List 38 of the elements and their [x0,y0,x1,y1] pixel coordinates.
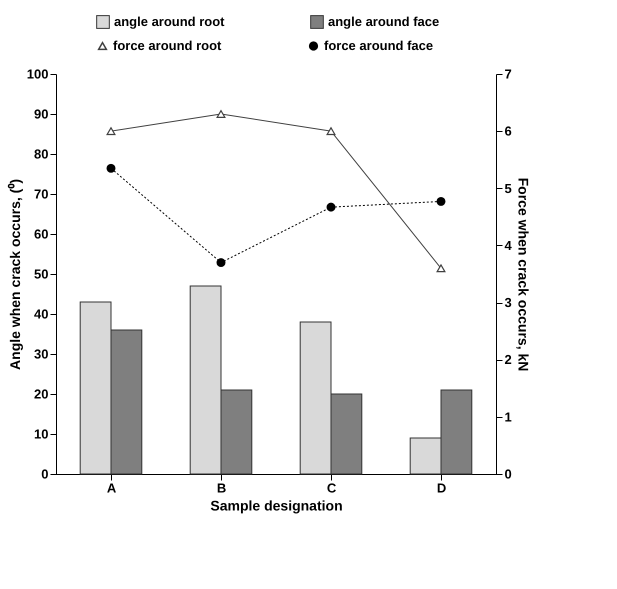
y-tick-label: 90 [34,106,48,122]
y-axis-title: Angle when crack occurs, (⁰) [6,179,23,370]
y2-tick-label: 4 [504,238,512,253]
y-tick-label: 20 [34,386,48,402]
y2-tick-label: 7 [504,66,512,82]
y-tick-label: 40 [34,306,48,322]
point [436,196,446,206]
y2-axis-title: Force when crack occurs, kN [516,178,532,372]
point [216,258,226,268]
legend-label: angle around face [328,14,440,29]
y-tick-label: 10 [34,426,48,442]
legend-label: force around face [324,38,434,53]
x-tick-label: A [106,480,117,496]
point [436,264,446,272]
x-axis-title: Sample designation [210,498,343,514]
y2-tick-label: 6 [504,124,512,139]
y2-tick-label: 3 [504,295,512,310]
x-tick-label: C [326,480,337,496]
x-tick-label: D [436,480,446,496]
y-tick-label: 100 [26,66,48,82]
point [106,164,116,173]
y-tick-label: 50 [34,266,48,282]
point [326,202,336,212]
y-tick-label: 0 [41,466,48,482]
y2-tick-label: 5 [504,180,512,196]
y2-tick-label: 2 [504,352,512,368]
y2-tick-label: 1 [504,409,512,424]
legend-label: force around root [113,38,222,53]
y2-tick-label: 0 [504,466,512,482]
y-tick-label: 60 [34,226,48,242]
legend-label: angle around root [114,14,226,29]
point [106,127,116,136]
point [326,127,336,136]
y-tick-label: 70 [34,186,48,202]
y-tick-label: 80 [34,146,48,162]
x-tick-label: B [216,480,226,496]
point [216,110,226,118]
y-tick-label: 30 [34,346,48,362]
